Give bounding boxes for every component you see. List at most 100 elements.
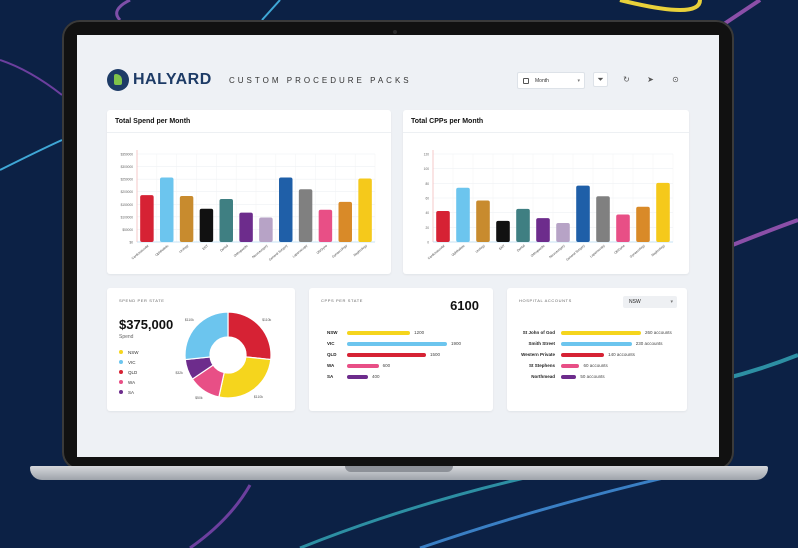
- legend-item: QLD: [119, 367, 139, 377]
- legend-item: NSW: [119, 347, 139, 357]
- spend-bar-chart: $0 $50000 $100000 $150000 $200000 $250000 $300…: [121, 150, 376, 262]
- spend-legend: NSW VIC QLD WA SA: [119, 347, 139, 397]
- location-button[interactable]: ⊙: [668, 72, 683, 87]
- y-tick-label: $250000: [121, 178, 134, 182]
- x-tick-label: Gynaecology: [331, 243, 348, 258]
- calendar-icon: [523, 77, 529, 84]
- slice-label: $110k: [254, 395, 263, 399]
- total-cpps-card: Total CPPs per Month 0 20 40 60 80 100 120 Card…: [403, 110, 689, 274]
- bar-value: 1200: [414, 330, 425, 335]
- total-spend-value: $375,000: [119, 317, 174, 332]
- bar-value: 260 accounts: [645, 330, 672, 335]
- app-title: CUSTOM PROCEDURE PACKS: [229, 76, 412, 85]
- legend-dot: [119, 380, 123, 384]
- x-tick-label: General Surgery: [565, 243, 586, 261]
- divider: [107, 132, 391, 133]
- legend-item: VIC: [119, 357, 139, 367]
- hospital-accounts-card: HOSPITAL ACCOUNTS NSW ▾ St John of God 26…: [507, 288, 687, 411]
- bar: [347, 331, 411, 335]
- bar-row: SA 400: [309, 374, 493, 382]
- bar: [476, 200, 490, 242]
- bar-label: SA: [327, 374, 334, 379]
- x-tick-label: Ob/Gyne: [316, 244, 329, 255]
- state-select[interactable]: NSW ▾: [623, 296, 677, 308]
- period-select[interactable]: Month ▾: [517, 72, 585, 89]
- total-cpps-value: 6100: [450, 298, 479, 313]
- bar-row: Northmead 50 accounts: [507, 374, 687, 382]
- y-tick-label: 120: [424, 153, 430, 157]
- slice-label: $110k: [262, 318, 271, 322]
- spend-donut-chart: $110k $110k $50k $32k $110k: [175, 311, 272, 400]
- bar-value: 60 accounts: [583, 363, 608, 368]
- y-tick-label: $50000: [122, 228, 133, 232]
- total-spend-card: Total Spend per Month $0 $50000 $100000 $15…: [107, 110, 391, 274]
- legend-item: WA: [119, 377, 139, 387]
- send-icon: ➤: [647, 75, 654, 84]
- legend-label: VIC: [128, 359, 136, 365]
- y-tick-label: 20: [425, 226, 429, 230]
- y-tick-label: 100: [424, 167, 430, 171]
- x-tick-label: General Surgery: [268, 243, 289, 261]
- bar-label: NSW: [327, 330, 338, 335]
- card-title: CPPS PER STATE: [321, 298, 364, 303]
- card-title: Total CPPs per Month: [411, 118, 484, 125]
- slice-label: $110k: [185, 318, 194, 322]
- bar: [596, 196, 610, 242]
- slice-label: $32k: [175, 371, 183, 375]
- bar: [298, 189, 313, 242]
- bar-label: WA: [327, 363, 335, 368]
- bar: [561, 331, 641, 335]
- x-tick-label: Orthopaedic: [233, 243, 249, 257]
- bar: [576, 185, 590, 242]
- chevron-down-icon: ▾: [577, 77, 580, 84]
- laptop-base: [30, 466, 768, 480]
- bar: [347, 364, 379, 368]
- bar: [199, 208, 214, 242]
- bar: [259, 217, 273, 242]
- bar-value: 1500: [429, 352, 440, 357]
- legend-label: QLD: [128, 369, 138, 375]
- bar: [318, 209, 333, 242]
- bar-label: Western Private: [521, 352, 555, 357]
- legend-item: SA: [119, 387, 139, 397]
- y-tick-label: 40: [425, 211, 429, 215]
- bar-row: Smith Street 230 accounts: [507, 341, 687, 349]
- card-title: SPEND PER STATE: [119, 298, 165, 303]
- x-tick-label: ENT: [498, 244, 505, 251]
- legend-label: SA: [128, 389, 135, 395]
- refresh-button[interactable]: ↻: [619, 72, 634, 87]
- bar: [219, 198, 233, 242]
- halyard-logo-icon: [107, 69, 129, 91]
- x-tick-label: Dental: [219, 244, 229, 253]
- bar: [347, 375, 369, 379]
- x-tick-label: Laparoscopy: [589, 243, 606, 258]
- brand-logo[interactable]: HALYARD: [107, 69, 212, 91]
- share-button[interactable]: ➤: [643, 72, 658, 87]
- period-select-value: Month: [535, 77, 549, 84]
- x-tick-label: Nephrology: [353, 243, 368, 257]
- bar-row: WA 600: [309, 363, 493, 371]
- x-tick-label: Urology: [178, 243, 189, 253]
- cpp-bar-chart: 0 20 40 60 80 100 120 Cardiovascular Ophthalmic U…: [424, 150, 674, 262]
- bar: [616, 214, 630, 242]
- donut-slice: [227, 311, 272, 361]
- bar: [179, 196, 194, 242]
- spend-per-state-card: SPEND PER STATE $375,000 Spend NSW VIC QLD…: [107, 288, 295, 411]
- bar: [556, 222, 570, 242]
- x-tick-label: Laparoscopy: [292, 243, 309, 258]
- filter-button[interactable]: ⏷: [593, 72, 608, 87]
- bar: [347, 342, 447, 346]
- bar-row: NSW 1200: [309, 330, 493, 338]
- bar: [358, 178, 372, 242]
- bar: [561, 375, 577, 379]
- bar: [279, 177, 293, 242]
- bar: [338, 201, 352, 242]
- bar-row: QLD 1500: [309, 352, 493, 360]
- bar: [436, 211, 450, 242]
- bar-label: St Stephens: [528, 363, 555, 368]
- y-tick-label: 60: [425, 197, 429, 201]
- bar: [561, 353, 605, 357]
- bar: [239, 212, 253, 242]
- x-tick-label: Orthopaedic: [530, 243, 546, 257]
- bar-row: VIC 1900: [309, 341, 493, 349]
